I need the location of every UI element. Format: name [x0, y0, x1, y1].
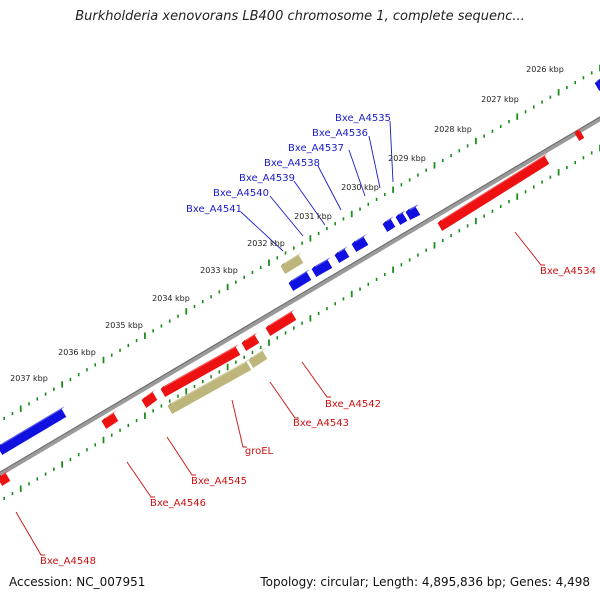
leader-line: [166, 436, 196, 476]
map-title: Burkholderia xenovorans LB400 chromosome…: [75, 9, 525, 24]
gene-label-forward[interactable]: Bxe_A4536: [312, 128, 368, 139]
kbp-label: 2031 kbp: [294, 212, 332, 221]
gene-feature-bxe-a4543[interactable]: [241, 332, 260, 351]
kbp-label: 2028 kbp: [434, 125, 472, 134]
leader-line: [269, 381, 299, 419]
kbp-label: 2029 kbp: [388, 154, 426, 163]
gene-feature-bxe-a4541[interactable]: [288, 269, 312, 291]
leader-line: [231, 399, 247, 448]
gene-feature-bxe-a4539[interactable]: [334, 246, 350, 263]
backbone-line: [0, 116, 600, 477]
gene-feature-rna-fwd[interactable]: [280, 252, 304, 274]
gene-label-reverse[interactable]: Bxe_A4546: [150, 498, 206, 509]
gene-feature-fwd-left[interactable]: [0, 406, 67, 455]
gene-feature-bxe-a4536[interactable]: [395, 210, 408, 225]
leader-line: [293, 180, 326, 226]
leader-line: [126, 461, 155, 498]
gene-features[interactable]: [0, 78, 600, 486]
kbp-label: 2037 kbp: [10, 374, 48, 383]
kbp-label: 2032 kbp: [247, 239, 285, 248]
tick-track-inner: [3, 144, 600, 501]
gene-feature-bxe-a4538[interactable]: [351, 234, 369, 252]
gene-feature-bxe-a4535[interactable]: [405, 204, 421, 220]
gene-feature-bxe-a4547[interactable]: [101, 410, 119, 429]
tick-marks: [3, 64, 600, 501]
kbp-label: 2026 kbp: [526, 65, 564, 74]
gene-feature-fwd[interactable]: [594, 78, 600, 91]
leader-line: [389, 120, 394, 183]
gene-label-forward[interactable]: Bxe_A4540: [213, 188, 269, 199]
gene-feature-bxe-a4540[interactable]: [311, 257, 333, 277]
kbp-label: 2034 kbp: [152, 294, 190, 303]
gene-label-reverse[interactable]: Bxe_A4542: [325, 399, 381, 410]
kbp-label: 2027 kbp: [481, 95, 519, 104]
gene-feature-bxe-a4545[interactable]: [160, 344, 241, 397]
leader-line: [368, 135, 381, 189]
gene-feature-bxe-a4546[interactable]: [141, 389, 158, 408]
kbp-label: 2036 kbp: [58, 348, 96, 357]
gene-label-forward[interactable]: Bxe_A4541: [186, 204, 242, 215]
gene-label-reverse[interactable]: Bxe_A4534: [540, 266, 596, 277]
kbp-label: 2030 kbp: [341, 183, 379, 192]
label-leader-lines: [15, 120, 545, 556]
gene-feature-groes[interactable]: [248, 348, 268, 368]
labels: 2026 kbp 2027 kbp 2028 kbp 2029 kbp 2030 kbp…: [10, 65, 596, 567]
gene-feature-bxe-a4542[interactable]: [265, 309, 297, 336]
leader-line: [514, 231, 545, 266]
leader-line: [348, 149, 366, 197]
gene-label-forward[interactable]: Bxe_A4537: [288, 143, 344, 154]
leader-line: [15, 511, 45, 556]
leader-line: [317, 165, 342, 211]
chromosome-backbone: [0, 116, 600, 477]
gene-label-reverse[interactable]: groEL: [245, 446, 274, 457]
gene-feature-groel[interactable]: [167, 359, 252, 414]
gene-label-forward[interactable]: Bxe_A4535: [335, 113, 391, 124]
gene-label-reverse[interactable]: Bxe_A4543: [293, 418, 349, 429]
tick-track-outer: [3, 64, 600, 421]
leader-line: [240, 211, 284, 252]
gene-feature-rev-edge[interactable]: [574, 127, 585, 141]
gene-feature-bxe-a4548[interactable]: [0, 470, 11, 486]
gene-feature-bxe-a4537[interactable]: [382, 216, 396, 232]
accession-text: Accession: NC_007951: [9, 575, 146, 589]
kbp-label: 2035 kbp: [105, 321, 143, 330]
backbone-highlight: [0, 116, 600, 473]
gene-feature-bxe-a4534[interactable]: [437, 153, 550, 231]
gene-label-reverse[interactable]: Bxe_A4545: [191, 476, 247, 487]
leader-line: [301, 361, 331, 398]
kbp-label: 2033 kbp: [200, 266, 238, 275]
leader-line: [269, 195, 304, 237]
topology-summary: Topology: circular; Length: 4,895,836 bp…: [260, 575, 590, 589]
gene-label-forward[interactable]: Bxe_A4538: [264, 158, 320, 169]
gene-label-forward[interactable]: Bxe_A4539: [239, 173, 295, 184]
gene-label-reverse[interactable]: Bxe_A4548: [40, 556, 96, 567]
